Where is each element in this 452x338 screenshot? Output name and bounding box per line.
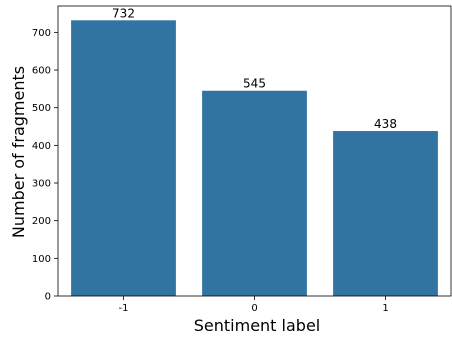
y-tick-label-300: 300 [32, 179, 51, 190]
y-axis-title: Number of fragments [9, 66, 28, 238]
y-tick-label-600: 600 [32, 66, 51, 77]
bar--1 [71, 20, 176, 297]
bar-0 [202, 90, 307, 296]
bar-1 [333, 131, 438, 296]
y-tick-label-200: 200 [32, 216, 51, 227]
y-tick-label-500: 500 [32, 103, 51, 114]
y-tick-label-400: 400 [32, 141, 51, 152]
plot-frame [57, 5, 452, 297]
x-tick-label-0: 0 [251, 303, 257, 314]
x-tick-label-1: 1 [382, 303, 388, 314]
y-tick-label-700: 700 [32, 28, 51, 39]
data-label--1: 732 [112, 6, 135, 20]
data-label-1: 438 [374, 117, 397, 131]
plot-area: 732 -1 545 0 438 1 0 100 200 300 400 500 600 700 [32, 5, 452, 314]
x-axis-title: Sentiment label [194, 316, 320, 335]
x-tick-label--1: -1 [119, 303, 129, 314]
y-tick-label-0: 0 [45, 292, 51, 303]
y-tick-label-100: 100 [32, 254, 51, 265]
data-label-0: 545 [243, 77, 266, 91]
